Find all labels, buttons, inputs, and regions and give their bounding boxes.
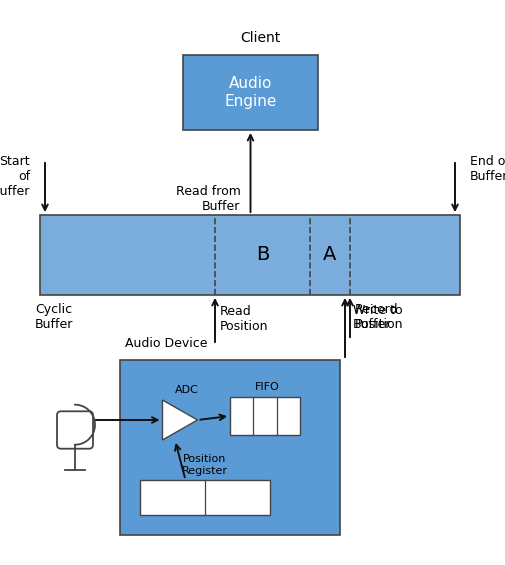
Bar xyxy=(40,215,459,295)
Text: Record
Position: Record Position xyxy=(355,303,402,331)
Text: Cyclic
Buffer: Cyclic Buffer xyxy=(35,303,73,331)
Text: B: B xyxy=(256,246,269,264)
Text: Audio Device: Audio Device xyxy=(125,337,207,350)
Text: Read
Position: Read Position xyxy=(220,305,268,333)
Text: Position
Register: Position Register xyxy=(182,454,228,476)
Bar xyxy=(140,480,270,515)
Polygon shape xyxy=(162,400,197,440)
Bar xyxy=(230,397,299,435)
Text: Client: Client xyxy=(240,31,280,45)
Text: Audio
Engine: Audio Engine xyxy=(224,76,276,108)
Text: End of
Buffer: End of Buffer xyxy=(469,155,505,183)
Text: Start
of
Buffer: Start of Buffer xyxy=(0,155,30,198)
Text: ADC: ADC xyxy=(175,385,198,395)
Bar xyxy=(183,55,317,130)
Text: Write to
Buffer: Write to Buffer xyxy=(352,303,402,332)
Text: FIFO: FIFO xyxy=(255,382,279,392)
Text: A: A xyxy=(323,246,336,264)
Text: Read from
Buffer: Read from Buffer xyxy=(175,185,240,213)
Bar xyxy=(120,360,339,535)
FancyBboxPatch shape xyxy=(57,411,93,449)
